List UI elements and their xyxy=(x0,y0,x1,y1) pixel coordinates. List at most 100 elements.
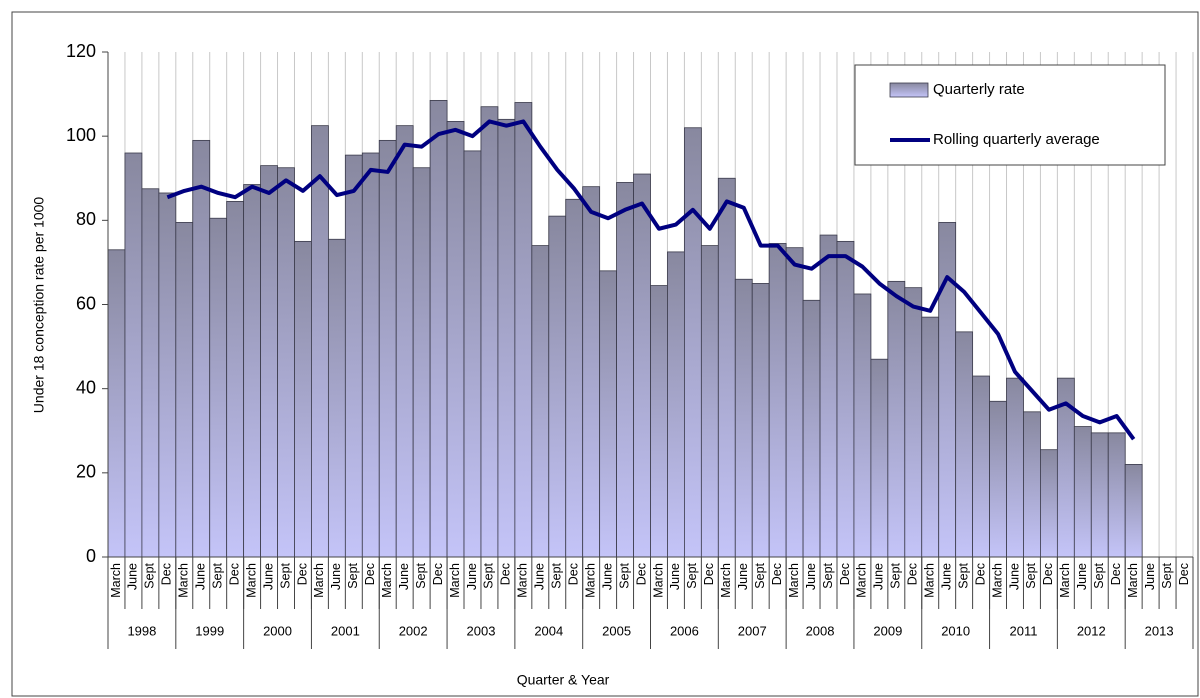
bar xyxy=(972,375,990,558)
x-axis-label: Quarter & Year xyxy=(517,672,610,688)
bar xyxy=(887,280,906,558)
x-tick-label: March xyxy=(109,563,123,598)
year-label: 2008 xyxy=(806,623,835,638)
x-tick-label: Dec xyxy=(1109,563,1123,585)
bar xyxy=(327,238,346,558)
legend-box xyxy=(854,64,1166,166)
bar xyxy=(650,285,668,558)
bar xyxy=(361,152,380,558)
x-tick-label: March xyxy=(583,563,597,598)
x-tick-label: Dec xyxy=(906,563,920,585)
x-tick-label: Sept xyxy=(1160,562,1174,588)
bar xyxy=(819,234,838,558)
x-tick-label: Sept xyxy=(617,562,631,588)
bar xyxy=(260,165,278,558)
bar xyxy=(785,247,804,558)
x-tick-label: Sept xyxy=(753,562,767,588)
bar xyxy=(955,331,974,558)
y-tick-label: 120 xyxy=(66,41,96,61)
bar xyxy=(717,177,736,558)
bar xyxy=(938,222,957,558)
bar xyxy=(904,287,923,558)
y-tick-label: 60 xyxy=(76,293,96,313)
bar xyxy=(514,102,533,558)
x-tick-label: June xyxy=(397,563,411,590)
x-tick-label: Sept xyxy=(956,562,970,588)
year-label: 2000 xyxy=(263,623,292,638)
x-tick-label: Dec xyxy=(838,563,852,585)
x-tick-label: Dec xyxy=(1177,563,1191,585)
x-tick-label: Dec xyxy=(634,563,648,585)
year-label: 2013 xyxy=(1145,623,1174,638)
x-tick-label: Sept xyxy=(278,562,292,588)
bar xyxy=(768,243,787,558)
x-tick-label: March xyxy=(923,563,937,598)
x-tick-label: June xyxy=(668,563,682,590)
x-tick-label: March xyxy=(719,563,733,598)
bar xyxy=(700,245,719,558)
x-tick-label: Dec xyxy=(973,563,987,585)
bar xyxy=(480,106,499,558)
year-label: 2006 xyxy=(670,623,699,638)
bar xyxy=(395,125,414,558)
year-label: 2007 xyxy=(738,623,767,638)
x-tick-label: June xyxy=(465,563,479,590)
x-tick-label: June xyxy=(736,563,750,590)
x-tick-label: March xyxy=(516,563,530,598)
year-label: 2003 xyxy=(467,623,496,638)
x-tick-label: Sept xyxy=(889,562,903,588)
bar xyxy=(1090,432,1109,558)
x-tick-label: Dec xyxy=(702,563,716,585)
bar xyxy=(1107,432,1126,558)
bar xyxy=(1040,449,1058,558)
bar xyxy=(209,217,228,558)
x-tick-label: June xyxy=(1143,563,1157,590)
x-tick-label: Dec xyxy=(431,563,445,585)
bar xyxy=(107,249,126,558)
bar xyxy=(599,270,617,558)
bar xyxy=(1023,411,1041,558)
bar xyxy=(684,127,702,558)
x-tick-label: Dec xyxy=(499,563,513,585)
bar xyxy=(429,99,448,558)
legend-swatch xyxy=(889,82,929,98)
x-tick-label: June xyxy=(939,563,953,590)
x-tick-label: March xyxy=(177,563,191,598)
year-label: 2005 xyxy=(602,623,631,638)
bar xyxy=(497,118,516,558)
x-tick-label: June xyxy=(126,563,140,590)
bar xyxy=(158,192,177,558)
x-tick-label: Sept xyxy=(685,562,699,588)
x-tick-label: Dec xyxy=(160,563,174,585)
x-tick-label: Dec xyxy=(363,563,377,585)
bar xyxy=(548,215,567,558)
year-label: 2004 xyxy=(534,623,563,638)
bar xyxy=(616,182,634,558)
x-tick-label: Sept xyxy=(210,562,224,588)
x-tick-label: June xyxy=(1007,563,1021,590)
bar xyxy=(412,167,431,558)
x-tick-label: Sept xyxy=(550,562,564,588)
bar xyxy=(141,188,160,558)
bar xyxy=(1073,426,1092,558)
bar xyxy=(344,154,363,558)
year-label: 2001 xyxy=(331,623,360,638)
bar xyxy=(921,316,940,558)
frame xyxy=(11,11,1199,697)
x-tick-label: Dec xyxy=(227,563,241,585)
x-tick-label: Sept xyxy=(1092,562,1106,588)
x-tick-label: June xyxy=(533,563,547,590)
x-tick-label: Sept xyxy=(1024,562,1038,588)
x-tick-label: June xyxy=(600,563,614,590)
bar xyxy=(751,283,770,558)
bar xyxy=(446,121,465,558)
bar xyxy=(870,358,889,558)
x-tick-label: March xyxy=(990,563,1004,598)
x-tick-label: Dec xyxy=(770,563,784,585)
x-tick-label: March xyxy=(1058,563,1072,598)
bar xyxy=(192,139,211,558)
bar xyxy=(853,293,872,558)
x-tick-label: June xyxy=(329,563,343,590)
x-tick-label: Sept xyxy=(482,562,496,588)
bar xyxy=(989,400,1007,558)
